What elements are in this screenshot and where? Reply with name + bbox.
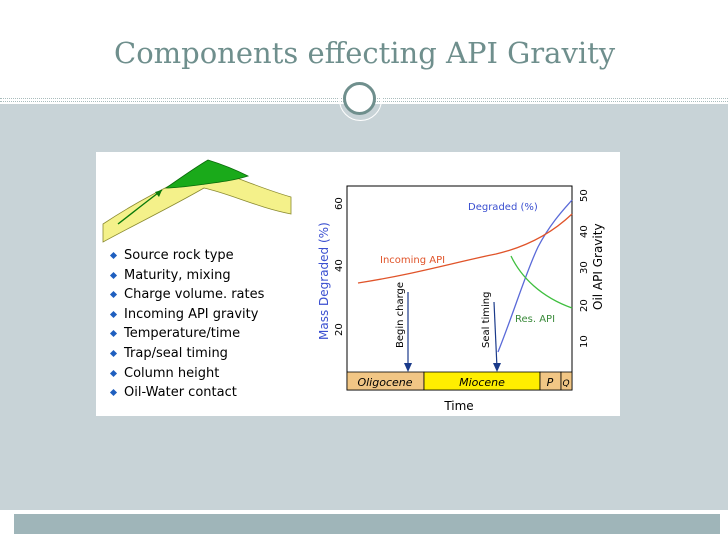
bullet-icon <box>109 369 118 377</box>
bullet-item: Trap/seal timing <box>108 344 264 364</box>
bullet-item: Incoming API gravity <box>108 305 264 325</box>
right-tick-40: 40 <box>579 225 590 238</box>
bullet-item: Temperature/time <box>108 324 264 344</box>
bullet-icon <box>109 330 118 338</box>
right-tick-50: 50 <box>579 189 590 202</box>
bullet-text: Oil-Water contact <box>124 385 237 401</box>
epoch-label-q: Q <box>562 379 569 389</box>
bullet-icon <box>109 291 118 299</box>
degraded-curve <box>497 199 573 353</box>
bullet-item: Column height <box>108 364 264 384</box>
left-tick-40: 40 <box>334 259 345 272</box>
bullet-text: Trap/seal timing <box>124 345 228 361</box>
bullet-item: Charge volume. rates <box>108 285 264 305</box>
slide-figure: Oligocene Miocene P Q Degraded (%) Incom… <box>96 152 620 416</box>
label-begin-charge: Begin charge <box>395 282 406 348</box>
label-reservoir-api: Res. API <box>515 314 555 325</box>
migration-arrowhead <box>155 190 162 197</box>
x-axis-title: Time <box>443 399 473 413</box>
bullet-text: Temperature/time <box>124 326 241 342</box>
label-degraded: Degraded (%) <box>468 202 538 213</box>
bullet-text: Column height <box>124 365 220 381</box>
trap-sketch <box>102 159 292 243</box>
begin-charge-arrowhead <box>404 363 412 372</box>
bullet-list: Source rock type Maturity, mixing Charge… <box>108 246 264 403</box>
bullet-icon <box>109 251 118 260</box>
oil-accumulation-green <box>164 159 250 189</box>
bullet-icon <box>109 271 118 279</box>
divider-circle-ornament <box>339 78 382 121</box>
reservoir-api-curve <box>510 255 573 309</box>
bullet-item: Source rock type <box>108 246 264 266</box>
epoch-label-oligocene: Oligocene <box>357 376 412 389</box>
label-incoming-api: Incoming API <box>380 255 445 266</box>
bullet-text: Source rock type <box>124 248 234 263</box>
bullet-text: Incoming API gravity <box>124 306 259 322</box>
bullet-item: Oil-Water contact <box>108 383 264 403</box>
slide-title: Components effecting API Gravity <box>114 36 616 70</box>
right-tick-30: 30 <box>579 261 590 274</box>
figure-graphics: Oligocene Miocene P Q Degraded (%) Incom… <box>102 159 605 413</box>
right-axis-title: Oil API Gravity <box>591 223 605 310</box>
bullet-icon <box>109 310 118 318</box>
bullet-item: Maturity, mixing <box>108 266 264 286</box>
label-seal-timing: Seal timing <box>481 292 492 349</box>
bullet-icon <box>109 389 118 397</box>
left-axis-title: Mass Degraded (%) <box>317 222 331 340</box>
epoch-band-quaternary <box>560 371 573 391</box>
epoch-label-p: P <box>547 376 554 389</box>
left-tick-20: 20 <box>334 323 345 336</box>
incoming-api-curve <box>357 213 573 284</box>
left-tick-60: 60 <box>334 197 345 210</box>
plot-frame <box>346 185 573 391</box>
footer-strip <box>14 514 720 534</box>
seal-timing-arrow <box>493 301 498 369</box>
right-tick-20: 20 <box>579 299 590 312</box>
bullet-icon <box>109 349 118 358</box>
right-tick-10: 10 <box>579 335 590 348</box>
seal-timing-arrowhead <box>493 363 501 372</box>
bullet-text: Maturity, mixing <box>124 267 231 283</box>
epoch-label-miocene: Miocene <box>459 376 505 389</box>
bullet-text: Charge volume. rates <box>124 287 265 303</box>
